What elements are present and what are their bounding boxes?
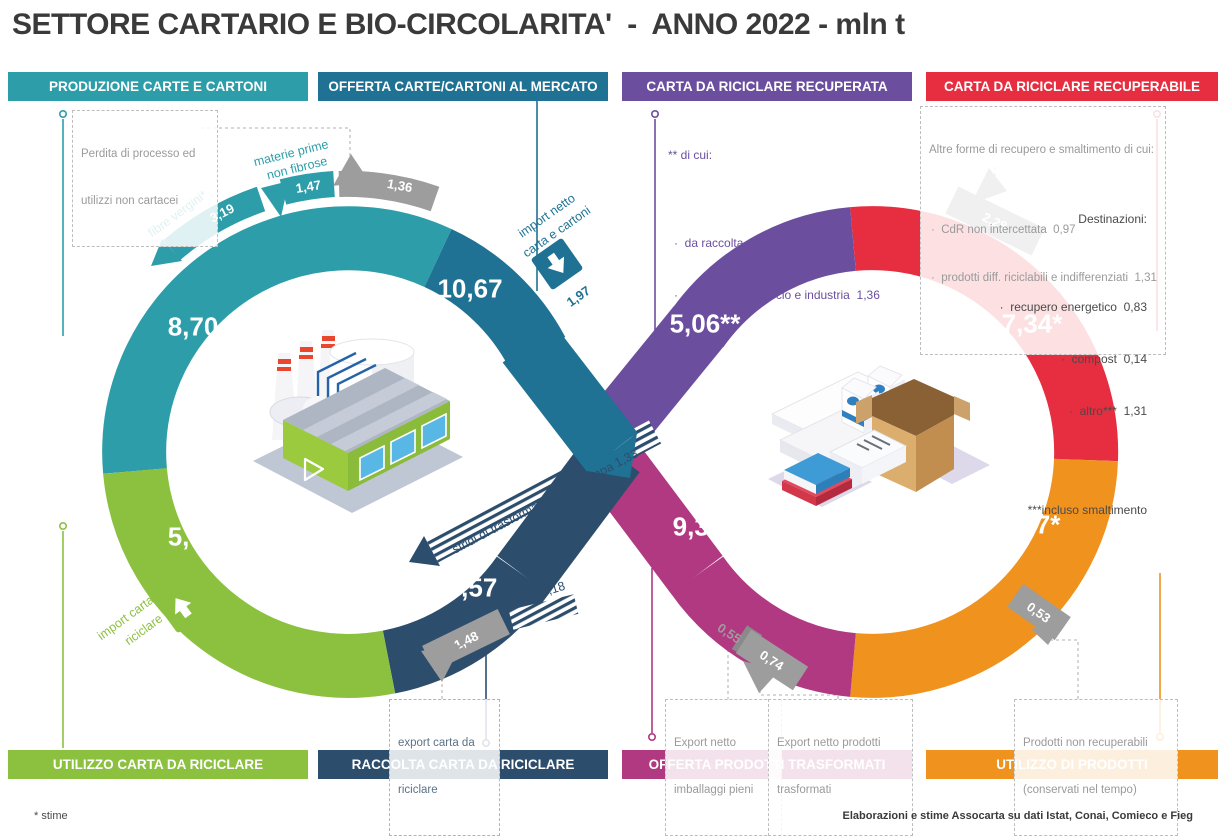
value-utilizzo-riciclare: 5,39: [167, 521, 219, 552]
down-arrow-icon: [743, 661, 779, 693]
note-recuperata-title: ** di cui:: [668, 147, 713, 162]
note-smaltimento: ***incluso smaltimento: [1027, 503, 1147, 518]
down-arrow-icon: [421, 645, 461, 682]
note-altre-forme-item: prodotti diff. riciclabili e indifferenz…: [931, 271, 1157, 287]
box-export-imballaggi: Export netto imballaggi pieni: [665, 699, 782, 836]
export-riciclare-ribbon: 1,48: [421, 609, 510, 682]
footnote: * stime: [34, 810, 68, 822]
arc-offerta-mercato: [423, 228, 566, 368]
note-destinazioni-item: recupero energetico 0,83: [947, 299, 1147, 316]
header-recuperata: CARTA DA RICICLARE RECUPERATA: [622, 72, 912, 101]
arrow-up-icon: [175, 598, 192, 619]
materie-prime-value: 1,47: [295, 177, 322, 196]
source-credit: Elaborazioni e stime Assocarta su dati I…: [842, 810, 1193, 822]
import-netto-value: 1,97: [564, 283, 593, 310]
header-utilizzo-riciclare: UTILIZZO CARTA DA RICICLARE: [8, 750, 308, 779]
note-destinazioni-title: Destinazioni:: [1078, 211, 1147, 226]
chimney-stripes: [277, 336, 335, 371]
note-recuperata-detail: ** di cui: da raccolta differenziata 3,7…: [668, 112, 880, 374]
value-offerta-mercato: 10,67: [437, 273, 503, 304]
value-offerta-trasformati: 9,34*: [672, 511, 734, 542]
import-carta-cartoni-icon: [531, 238, 583, 290]
box-export-trasformati-line2: trasformati: [777, 784, 832, 797]
blue-diagonal: [502, 323, 638, 478]
box-export-trasformati: Export netto prodotti trasformati: [768, 699, 913, 836]
arc-offerta-trasformati: [670, 556, 857, 697]
factory-illustration: [253, 330, 463, 513]
note-perdita-line2: utilizzi non cartacei: [81, 195, 179, 208]
note-recuperata-item: da raccolta differenziata 3,70: [674, 235, 880, 252]
loss-up-arrow-icon: [333, 154, 369, 186]
arc-utilizzo-prodotti: [850, 458, 1118, 698]
arc-produzione: [102, 206, 452, 474]
import-carta-riciclare-icon: [156, 581, 208, 633]
box-export-trasformati-line1: Export netto prodotti: [777, 736, 881, 749]
note-altre-forme-title: Altre forme di recupero e smaltimento di…: [929, 143, 1154, 156]
factory-windows: [359, 412, 447, 482]
box-export-imballaggi-line2: imballaggi pieni: [674, 784, 754, 797]
box-non-recuperabili-line2: (conservati nel tempo): [1023, 784, 1137, 797]
header-offerta-mercato: OFFERTA CARTE/CARTONI AL MERCATO: [318, 72, 608, 101]
value-produzione: 8,70: [167, 311, 219, 342]
note-destinazioni-item: altro*** 1,31: [947, 403, 1147, 420]
books: [782, 453, 852, 506]
note-altre-forme-item: CdR non intercettata 0,97: [931, 223, 1157, 239]
raw-material-down-arrow-icon: [261, 181, 289, 217]
value-recuperata: 5,06**: [669, 308, 741, 339]
arrow-down-icon: [547, 252, 565, 274]
header-recuperabile: CARTA DA RICICLARE RECUPERABILE: [926, 72, 1218, 101]
note-destinazioni-item: compost 0,14: [947, 351, 1147, 368]
note-perdita: Perdita di processo ed utilizzi non cart…: [72, 110, 218, 247]
box-non-recuperabili: Prodotti non recuperabili (conservati ne…: [1014, 699, 1178, 836]
page-title: SETTORE CARTARIO E BIO-CIRCOLARITA' - AN…: [12, 8, 905, 41]
box-export-riciclare-line1: export carta da: [398, 736, 475, 749]
box-export-riciclare: export carta da riciclare: [389, 699, 500, 836]
value-raccolta: 6,57: [446, 572, 498, 603]
recycle-icon: [303, 457, 325, 482]
box-export-imballaggi-line1: Export netto: [674, 736, 737, 749]
band-start-arrow-icon: [151, 239, 182, 266]
note-recuperata-item: da uffici, commercio e industria 1,36: [674, 287, 880, 304]
navy-diagonal: [497, 433, 640, 595]
arc-utilizzo-riciclare: [103, 467, 396, 698]
down-arrow-icon: [1031, 621, 1063, 645]
value-utilizzo-prodotti: 7,87*: [999, 509, 1061, 540]
box-export-riciclare-line2: riciclare: [398, 784, 438, 797]
note-perdita-line1: Perdita di processo ed: [81, 147, 196, 160]
export-trasformati-ribbon: 0,74: [735, 629, 809, 693]
header-produzione: PRODUZIONE CARTE E CARTONI: [8, 72, 308, 101]
box-non-recuperabili-line1: Prodotti non recuperabili: [1023, 736, 1148, 749]
note-destinazioni: Destinazioni: recupero energetico 0,83 c…: [947, 176, 1147, 554]
perdita-uscita-value: 1,36: [386, 176, 414, 195]
non-recuperabili-ribbon: 0,53: [1007, 583, 1071, 645]
